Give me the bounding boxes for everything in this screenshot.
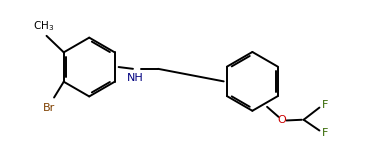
Text: F: F (322, 128, 329, 138)
Text: CH$_3$: CH$_3$ (33, 19, 54, 33)
Text: NH: NH (126, 73, 143, 83)
Text: F: F (322, 100, 329, 110)
Text: O: O (278, 116, 287, 125)
Text: Br: Br (43, 103, 55, 113)
